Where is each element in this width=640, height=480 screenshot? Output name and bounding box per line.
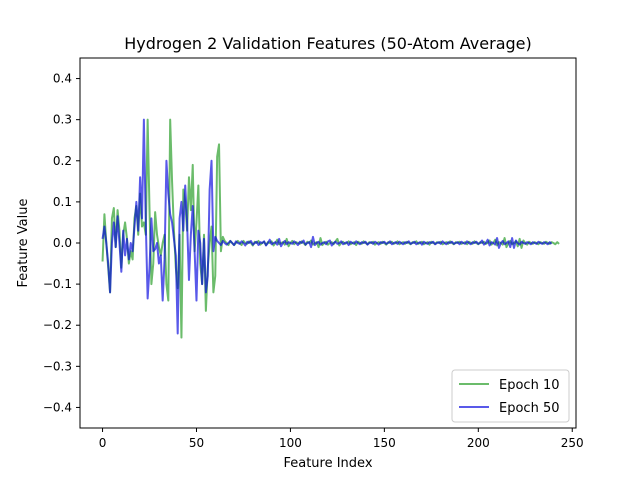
- legend-label-epoch-50: Epoch 50: [499, 401, 559, 416]
- y-tick-label-1: −0.3: [43, 359, 72, 373]
- x-tick-label-2: 100: [279, 436, 302, 450]
- y-axis: −0.4 −0.3 −0.2 −0.1 0.0 0.1 0.2 0.3 0.4: [43, 72, 80, 414]
- y-tick-label-7: 0.3: [53, 113, 72, 127]
- series-line-epoch-50: [101, 118, 553, 335]
- series-layer: [101, 118, 560, 339]
- y-tick-label-3: −0.1: [43, 277, 72, 291]
- x-tick-label-5: 250: [561, 436, 584, 450]
- y-tick-label-6: 0.2: [53, 154, 72, 168]
- x-tick-label-0: 0: [99, 436, 107, 450]
- y-tick-label-2: −0.2: [43, 318, 72, 332]
- x-axis: 0 50 100 150 200 250: [99, 428, 584, 450]
- legend: Epoch 10 Epoch 50: [451, 369, 570, 423]
- y-tick-label-8: 0.4: [53, 72, 72, 86]
- x-tick-label-1: 50: [189, 436, 204, 450]
- x-tick-label-4: 200: [467, 436, 490, 450]
- y-tick-label-4: 0.0: [53, 236, 72, 250]
- legend-label-epoch-10: Epoch 10: [499, 378, 559, 393]
- y-tick-label-0: −0.4: [43, 400, 72, 414]
- y-axis-label: Feature Value: [16, 199, 31, 288]
- x-tick-label-3: 150: [373, 436, 396, 450]
- chart-title: Hydrogen 2 Validation Features (50-Atom …: [124, 34, 532, 53]
- y-tick-label-5: 0.1: [53, 195, 72, 209]
- x-axis-label: Feature Index: [283, 456, 372, 471]
